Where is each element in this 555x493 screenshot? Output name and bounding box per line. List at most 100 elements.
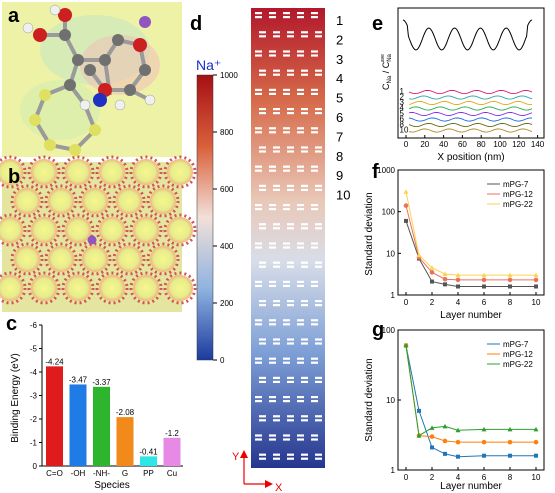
e-frame [397,7,545,139]
pore [269,127,276,130]
lattice-cell [116,246,142,272]
e-xtick-label: 140 [531,140,545,149]
carbon-ring [163,271,197,305]
pore [311,204,318,207]
ytick-label: 10 [386,396,395,405]
pore [283,319,290,322]
pore [283,54,290,57]
c-bar [116,417,134,466]
data-point [533,426,539,432]
pore [273,184,280,187]
axis-x-label: X [275,482,283,493]
pore [283,131,290,134]
pore [283,280,290,283]
pore [315,300,322,303]
e-series-label: 5 [400,109,405,118]
pore [283,284,290,287]
pore [315,73,322,76]
pore [287,376,294,379]
layer-number: 3 [336,52,343,67]
carbon-ring [78,184,112,218]
pore [259,457,266,460]
layer-number: 7 [336,129,343,144]
pore [269,131,276,134]
pore [255,284,262,287]
pore [255,131,262,134]
pore [311,280,318,283]
pore [255,54,262,57]
panel-g-label: g [372,319,384,341]
pore [259,419,266,422]
lattice-cell [82,246,108,272]
data-point [429,265,435,270]
pore [315,338,322,341]
data-point [481,439,487,445]
carbon-ring [0,213,27,247]
pore [273,227,280,230]
lattice-cell [0,217,23,243]
pore [273,300,280,303]
pore [255,165,262,168]
pore [297,204,304,207]
lattice-cell [167,217,193,243]
pore [255,92,262,95]
pore [259,73,266,76]
c-ylabel: Binding Energy (eV) [10,353,21,443]
pore [315,69,322,72]
series-line [405,191,536,276]
pore [301,376,308,379]
ytick-label: 10 [386,249,395,258]
pore [259,146,266,149]
pore [297,284,304,287]
pore [283,396,290,399]
e-series-top [402,19,533,51]
pore [315,35,322,38]
pore [255,246,262,249]
data-point [507,272,513,278]
xtick-label: 4 [456,473,461,482]
legend-label: mPG-12 [503,190,533,199]
pore [315,415,322,418]
pore [283,127,290,130]
pore [283,323,290,326]
c-bar-value: -1.2 [165,429,179,438]
carbon-ring [95,213,129,247]
pore [287,108,294,111]
lattice-cell [133,217,159,243]
pore [301,35,308,38]
pore [311,208,318,211]
y-arrow-head [240,450,248,458]
f-xlabel: Layer number [440,310,502,321]
pore [259,112,266,115]
pore [259,376,266,379]
pore [269,54,276,57]
pore [315,188,322,191]
data-point [442,438,448,444]
c-xtick-label: C=O [46,469,63,478]
pore [283,204,290,207]
e-series-line [408,128,533,133]
pore [269,12,276,15]
pore [297,434,304,437]
pore [301,304,308,307]
pore [283,361,290,364]
graphene-lattice [0,155,197,305]
pore [283,12,290,15]
lattice-cell [14,246,40,272]
pore [255,396,262,399]
panel-d-label: d [190,13,202,35]
pore [301,300,308,303]
pore [315,108,322,111]
pore [315,419,322,422]
pore [269,434,276,437]
colorbar-tick-label: 0 [220,356,225,365]
data-point [455,427,461,433]
pore [283,50,290,53]
data-point [403,203,409,208]
layer-number: 10 [336,188,350,203]
pore [297,208,304,211]
legend-label: mPG-7 [503,180,529,189]
layer-number: 8 [336,149,343,164]
